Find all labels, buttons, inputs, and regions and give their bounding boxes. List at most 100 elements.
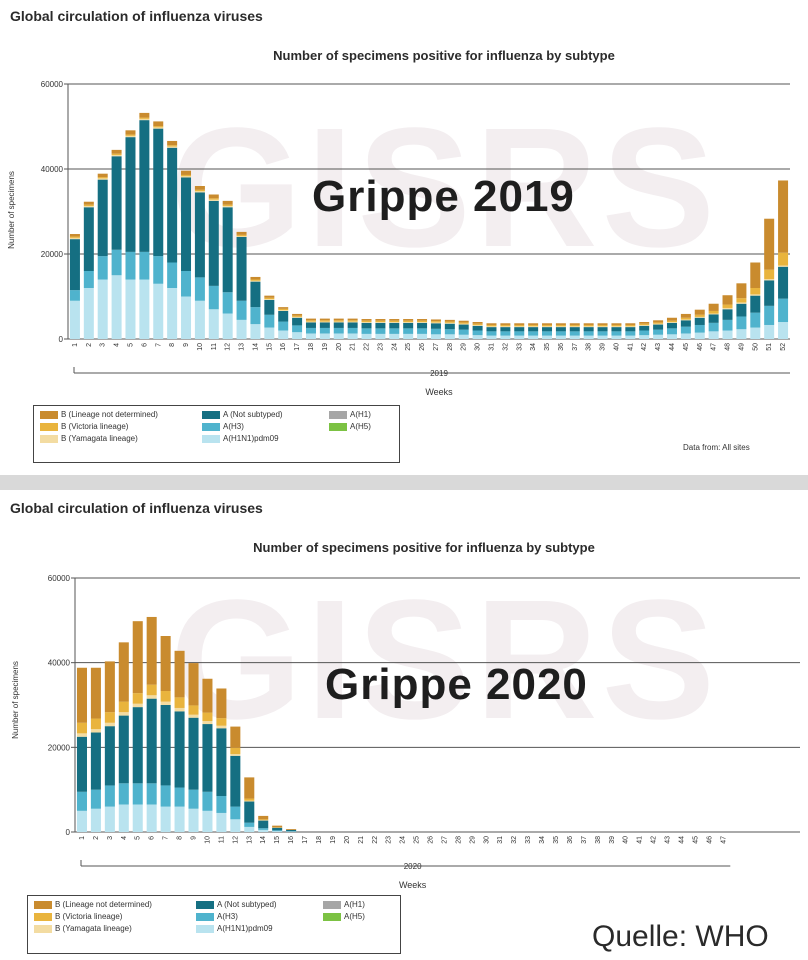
bar-segment-b_lineage_not_determined (244, 777, 255, 799)
bar-segment-a_not_subtyped (722, 309, 733, 320)
bar-segment-b_lineage_not_determined (272, 825, 283, 828)
legend-item: A (Not subtyped) (196, 900, 277, 909)
bar-segment-a_h3 (750, 312, 761, 328)
bar-segment-a_h1n1pdm09 (222, 313, 233, 339)
legend-label: B (Lineage not determined) (55, 900, 152, 909)
bar-segment-a_h3 (666, 328, 677, 335)
x-tick-label: 2 (86, 343, 93, 347)
bar-segment-a_not_subtyped (230, 755, 241, 807)
bar-segment-b_victoria (597, 324, 608, 327)
legend-swatch (329, 410, 347, 419)
x-tick-label: 11 (211, 343, 218, 350)
bar-segment-a_h3 (444, 329, 455, 335)
x-tick-label: 47 (711, 343, 718, 351)
bar-segment-b_yamagata (458, 323, 469, 325)
x-tick-label: 29 (461, 343, 468, 351)
bar-segment-a_h3 (625, 331, 636, 336)
x-tick-label: 47 (720, 836, 727, 844)
x-tick-label: 12 (225, 343, 232, 351)
bar-segment-b_yamagata (597, 326, 608, 328)
bar-segment-a_not_subtyped (736, 303, 747, 317)
x-tick-label: 22 (364, 343, 371, 351)
bar-segment-b_victoria (118, 701, 129, 713)
legend-label: A(H1N1)pdm09 (217, 924, 273, 933)
page-title: Global circulation of influenza viruses (10, 500, 263, 516)
bar-segment-b_victoria (174, 697, 185, 708)
bar-segment-a_h1n1pdm09 (167, 288, 178, 339)
bar-segment-b_victoria (750, 288, 761, 295)
bar-segment-b_lineage_not_determined (90, 667, 101, 719)
legend-item: B (Victoria lineage) (40, 422, 128, 431)
x-tick-label: 27 (433, 343, 440, 351)
bar-segment-b_yamagata (583, 326, 594, 328)
x-tick-label: 33 (525, 836, 532, 844)
bar-segment-a_h1n1pdm09 (258, 829, 269, 832)
bar-segment-a_not_subtyped (708, 314, 719, 323)
bar-segment-a_h3 (528, 331, 539, 336)
bar-segment-a_h3 (458, 329, 469, 335)
x-tick-label: 3 (107, 836, 114, 840)
bar-segment-b_yamagata (430, 322, 441, 324)
bar-segment-a_h3 (153, 256, 164, 284)
bar-segment-a_not_subtyped (244, 801, 255, 823)
bar-segment-a_not_subtyped (90, 732, 101, 790)
x-tick-label: 35 (553, 836, 560, 844)
bar-segment-a_h1n1pdm09 (542, 335, 553, 339)
bar-segment-b_victoria (528, 324, 539, 327)
x-tick-label: 24 (391, 343, 398, 351)
bar-segment-a_h3 (125, 251, 136, 280)
bar-segment-b_lineage_not_determined (188, 663, 199, 706)
bar-segment-b_yamagata (500, 326, 511, 328)
bar-segment-b_lineage_not_determined (417, 319, 428, 321)
bar-segment-a_h3 (69, 290, 80, 301)
bar-segment-b_lineage_not_determined (472, 322, 483, 324)
bar-segment-a_h3 (250, 307, 261, 325)
bar-segment-b_lineage_not_determined (222, 200, 233, 205)
x-tick-label: 8 (169, 343, 176, 347)
x-tick-label: 49 (738, 343, 745, 351)
bar-segment-b_lineage_not_determined (208, 194, 219, 199)
bar-segment-a_not_subtyped (222, 207, 233, 293)
x-tick-label: 34 (539, 836, 546, 844)
bar-segment-b_lineage_not_determined (764, 218, 775, 270)
bar-segment-a_h1n1pdm09 (569, 335, 580, 339)
legend-item: B (Lineage not determined) (40, 410, 158, 419)
y-axis-label: Number of specimens (7, 171, 16, 249)
bar-segment-a_h1n1pdm09 (132, 804, 143, 832)
bar-segment-b_victoria (555, 324, 566, 327)
bar-segment-b_victoria (458, 322, 469, 324)
overlay-label: Grippe 2020 (325, 660, 588, 709)
legend-item: B (Victoria lineage) (34, 912, 122, 921)
bar-segment-b_yamagata (361, 322, 372, 323)
bar-segment-a_h3 (76, 791, 87, 811)
x-tick-label: 18 (316, 836, 323, 844)
x-tick-label: 26 (419, 343, 426, 351)
divider (0, 475, 808, 490)
bar-segment-b_victoria (208, 198, 219, 200)
x-tick-label: 38 (595, 836, 602, 844)
bar-segment-b_lineage_not_determined (286, 829, 297, 830)
bar-segment-a_not_subtyped (139, 120, 150, 252)
bar-segment-a_not_subtyped (202, 724, 213, 792)
bar-segment-a_not_subtyped (361, 322, 372, 329)
bar-segment-b_victoria (278, 308, 289, 311)
x-tick-label: 7 (163, 836, 170, 840)
bar-segment-a_h1n1pdm09 (680, 333, 691, 339)
bar-segment-a_h3 (118, 783, 129, 805)
bar-segment-b_lineage_not_determined (597, 323, 608, 325)
bar-segment-b_lineage_not_determined (375, 319, 386, 321)
bar-segment-a_not_subtyped (69, 239, 80, 291)
bar-segment-b_yamagata (160, 701, 171, 705)
bar-segment-b_lineage_not_determined (486, 323, 497, 325)
bar-segment-a_h1n1pdm09 (250, 324, 261, 340)
bar-segment-b_yamagata (347, 321, 358, 323)
chart-title: Number of specimens positive for influen… (273, 48, 615, 63)
bar-segment-a_h1n1pdm09 (722, 330, 733, 339)
x-tick-label: 12 (232, 836, 239, 844)
x-tick-label: 40 (613, 343, 620, 351)
bar-segment-b_yamagata (403, 322, 414, 323)
x-tick-label: 33 (516, 343, 523, 351)
bar-segment-b_victoria (430, 321, 441, 323)
x-tick-label: 39 (609, 836, 616, 844)
bar-segment-b_yamagata (680, 319, 691, 321)
